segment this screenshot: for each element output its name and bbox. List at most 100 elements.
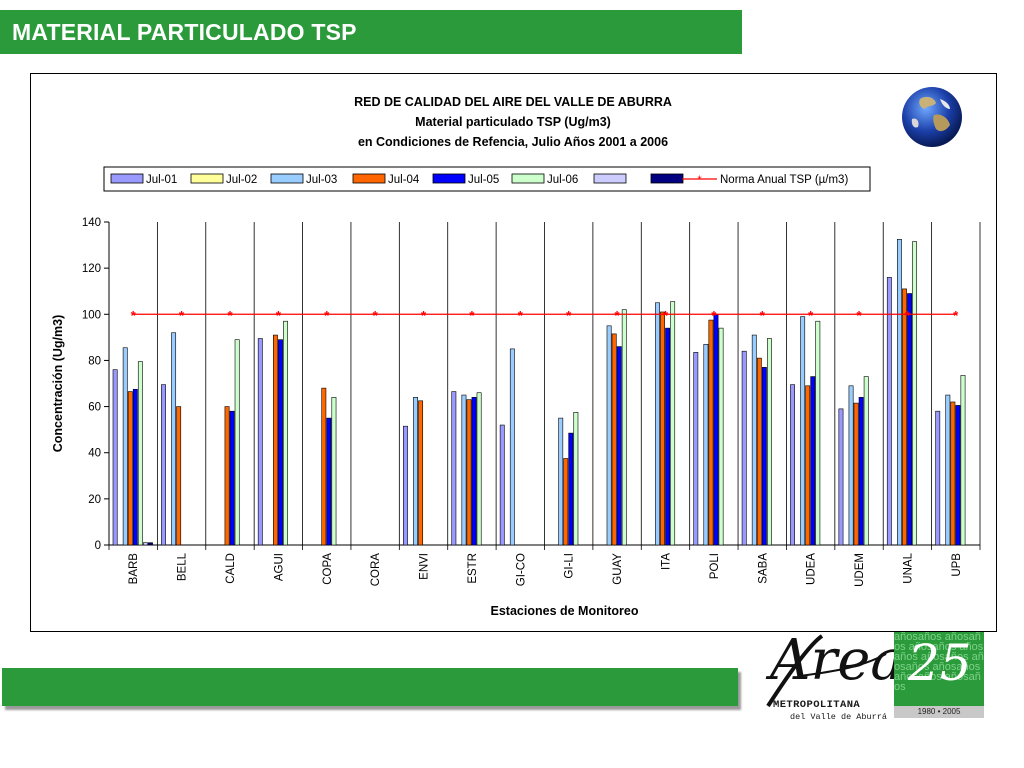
x-tick-label: BELL [177, 552, 189, 581]
bar [509, 348, 515, 546]
legend-swatch [190, 173, 224, 184]
reference-marker: * [711, 308, 717, 323]
bar [670, 301, 676, 546]
y-tick-label: 0 [95, 540, 101, 552]
x-tick-label: COPA [322, 553, 334, 585]
bar [756, 357, 762, 546]
bar [403, 425, 408, 546]
reference-marker: * [324, 308, 330, 323]
x-tick-label: ITA [660, 553, 672, 570]
bar [466, 399, 472, 546]
reference-marker: * [808, 308, 814, 323]
bar [558, 417, 564, 546]
x-tick-label: UNAL [902, 552, 914, 583]
bar [665, 327, 671, 546]
y-tick-label: 100 [82, 309, 101, 321]
bar [122, 347, 128, 546]
logo-name: METROPOLITANA [773, 699, 861, 711]
bar [655, 302, 660, 546]
bar [176, 406, 182, 546]
bar [935, 410, 941, 546]
bar [321, 387, 327, 546]
x-tick-label: GUAY [612, 553, 624, 585]
bar [853, 402, 859, 546]
legend-label: Jul-01 [146, 174, 177, 186]
bar [761, 367, 767, 546]
bar [815, 320, 821, 546]
badge-pattern: añosaños añosaños añosaños añosaños años… [894, 632, 984, 693]
bar [273, 334, 278, 546]
y-tick-label: 40 [88, 448, 101, 460]
legend-reference-marker: * [697, 174, 702, 186]
bar [858, 397, 864, 546]
bar [703, 343, 709, 546]
x-tick-label: SABA [757, 553, 769, 584]
x-tick-label: CALD [225, 553, 237, 584]
bar [660, 311, 665, 546]
bar [621, 309, 627, 546]
bar [418, 400, 424, 546]
x-tick-label: ENVI [419, 553, 431, 580]
bar [234, 339, 240, 546]
bar [224, 406, 230, 546]
bar [708, 319, 714, 546]
bar [563, 458, 569, 546]
bar [499, 424, 505, 546]
chart-frame: RED DE CALIDAD DEL AIRE DEL VALLE DE ABU… [30, 73, 997, 632]
x-tick-label: ESTR [467, 553, 479, 584]
bar [229, 410, 235, 546]
reference-marker: * [227, 308, 233, 323]
bar [838, 408, 844, 546]
y-tick-label: 140 [82, 217, 101, 229]
bar [283, 320, 288, 546]
bar [800, 316, 806, 546]
bar [413, 397, 418, 546]
bar [171, 332, 177, 546]
bar [257, 338, 263, 546]
bar [805, 385, 811, 546]
reference-marker: * [276, 308, 282, 323]
reference-marker: * [373, 308, 379, 323]
legend-label: Jul-04 [388, 174, 420, 186]
reference-marker: * [566, 308, 572, 323]
reference-marker: * [856, 308, 862, 323]
legend-swatch [432, 173, 466, 184]
y-tick-label: 120 [82, 263, 101, 275]
bar [137, 361, 143, 546]
reference-marker: * [663, 308, 669, 323]
chart-title-line: Material particulado TSP (Ug/m3) [415, 115, 611, 129]
chart-title-line: RED DE CALIDAD DEL AIRE DEL VALLE DE ABU… [354, 95, 672, 109]
bar [606, 325, 612, 546]
reference-marker: * [179, 308, 185, 323]
bar [132, 388, 138, 546]
chart-title-line: en Condiciones de Refencia, Julio Años 2… [358, 135, 668, 149]
bar [766, 338, 772, 546]
badge-number: 25 [908, 634, 972, 692]
legend-swatch [270, 173, 304, 184]
y-axis-title: Concentración (Ug/m3) [51, 315, 65, 453]
bar [471, 397, 477, 546]
bar [897, 239, 902, 546]
y-tick-label: 80 [88, 355, 101, 367]
legend-swatch [511, 173, 545, 184]
bar [848, 385, 854, 546]
legend-box [103, 166, 871, 192]
x-tick-label: AGUI [273, 553, 285, 581]
x-tick-label: BARB [128, 553, 140, 585]
bar [451, 391, 457, 546]
x-axis-title: Estaciones de Monitoreo [491, 604, 639, 618]
legend-reference-label: Norma Anual TSP (µ/m3) [720, 174, 848, 186]
globe-icon [902, 87, 962, 147]
legend-label: Jul-02 [226, 174, 257, 186]
bar [902, 288, 907, 546]
reference-marker: * [905, 308, 911, 323]
x-tick-label: UDEM [854, 553, 866, 587]
bar [461, 394, 467, 546]
bar [142, 542, 148, 546]
bar [955, 405, 961, 546]
legend-swatch [593, 173, 627, 184]
legend-label: Jul-06 [547, 174, 578, 186]
logo-script: Area [770, 628, 904, 693]
bar [573, 412, 579, 546]
reference-marker: * [421, 308, 427, 323]
